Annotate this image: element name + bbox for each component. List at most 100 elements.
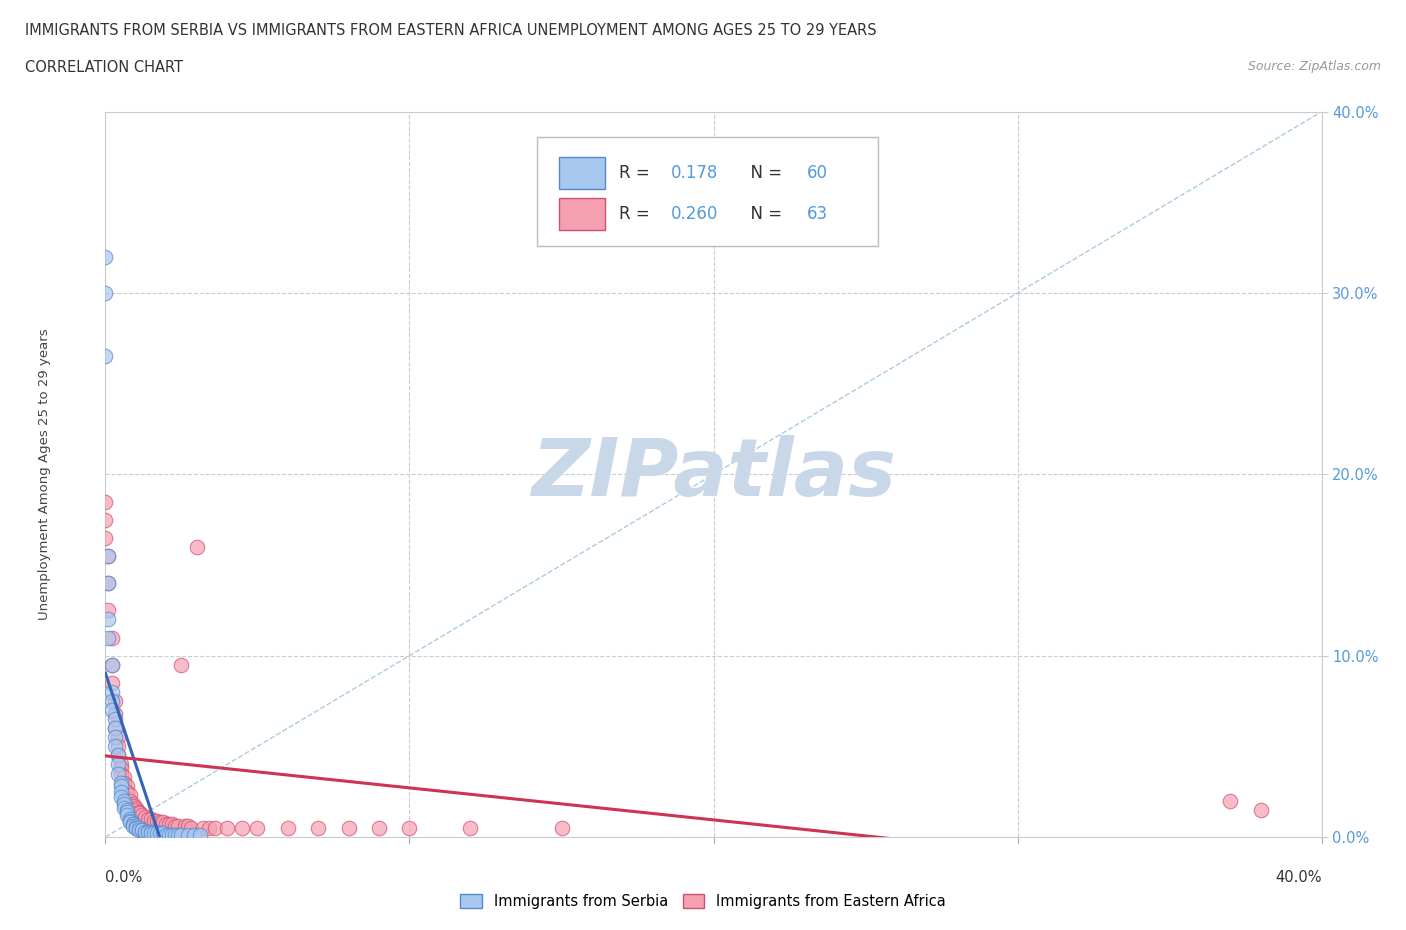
Point [121, 817, 143, 831]
Point [115, 808, 138, 823]
Point [139, 824, 162, 839]
Text: Source: ZipAtlas.com: Source: ZipAtlas.com [1247, 60, 1381, 73]
Point [337, 820, 360, 835]
Point [128, 820, 150, 835]
Point [107, 766, 129, 781]
Point [100, 631, 122, 645]
Point [112, 793, 135, 808]
Point [97, 549, 120, 564]
Point [183, 828, 205, 843]
Point [139, 811, 162, 827]
Point [118, 811, 141, 827]
Point [115, 804, 138, 819]
Point [152, 826, 174, 841]
Point [307, 820, 329, 835]
Point [458, 820, 481, 835]
Point [103, 721, 125, 736]
Point [112, 797, 135, 812]
Legend: Immigrants from Serbia, Immigrants from Eastern Africa: Immigrants from Serbia, Immigrants from … [454, 888, 952, 915]
Point [131, 822, 153, 837]
Text: ZIPatlas: ZIPatlas [531, 435, 896, 513]
Point [100, 703, 122, 718]
Point [131, 808, 153, 823]
Point [277, 820, 299, 835]
Point [94, 512, 117, 527]
Point [1250, 803, 1272, 817]
Point [398, 820, 420, 835]
Point [110, 761, 132, 776]
Text: 40.0%: 40.0% [1275, 870, 1322, 884]
Point [121, 818, 143, 833]
Point [112, 776, 135, 790]
Point [368, 820, 391, 835]
Text: R =: R = [619, 205, 655, 223]
Point [103, 730, 125, 745]
Point [100, 694, 122, 709]
Point [136, 824, 159, 839]
Point [128, 806, 150, 821]
Point [97, 576, 120, 591]
Point [157, 817, 180, 831]
Point [136, 811, 159, 827]
Point [165, 818, 187, 833]
Point [180, 820, 202, 835]
Point [107, 757, 129, 772]
Point [246, 820, 269, 835]
Point [121, 797, 143, 812]
Point [198, 820, 221, 835]
Point [157, 828, 180, 843]
Point [103, 694, 125, 709]
Point [97, 631, 120, 645]
Point [110, 757, 132, 772]
Point [134, 810, 156, 825]
Point [97, 576, 120, 591]
Text: IMMIGRANTS FROM SERBIA VS IMMIGRANTS FROM EASTERN AFRICA UNEMPLOYMENT AMONG AGES: IMMIGRANTS FROM SERBIA VS IMMIGRANTS FRO… [25, 23, 877, 38]
Point [167, 828, 190, 843]
Point [146, 813, 169, 828]
Text: N =: N = [741, 205, 787, 223]
Point [121, 817, 143, 831]
Point [125, 803, 148, 817]
Point [125, 801, 148, 816]
Point [110, 778, 132, 793]
Point [176, 818, 198, 833]
Point [131, 822, 153, 837]
Point [146, 826, 169, 841]
Point [191, 820, 214, 835]
FancyBboxPatch shape [537, 137, 877, 246]
Point [128, 822, 150, 837]
Text: 0.260: 0.260 [671, 205, 718, 223]
Point [128, 804, 150, 819]
Point [162, 817, 184, 831]
Point [100, 658, 122, 672]
Point [100, 684, 122, 699]
Point [149, 815, 172, 830]
Point [134, 824, 156, 839]
Point [134, 824, 156, 839]
Point [103, 721, 125, 736]
Point [165, 828, 187, 843]
Point [186, 539, 208, 554]
Point [167, 818, 190, 833]
Point [110, 790, 132, 804]
Text: CORRELATION CHART: CORRELATION CHART [25, 60, 183, 75]
Text: 0.0%: 0.0% [105, 870, 142, 884]
Point [188, 828, 211, 843]
Point [139, 826, 162, 841]
Point [107, 748, 129, 763]
Point [155, 828, 177, 843]
Text: 63: 63 [807, 205, 828, 223]
Point [103, 706, 125, 721]
Point [155, 817, 177, 831]
Point [103, 711, 125, 726]
Point [170, 658, 193, 672]
Point [125, 818, 148, 833]
Point [204, 820, 226, 835]
Point [97, 549, 120, 564]
Point [94, 349, 117, 364]
Point [110, 784, 132, 799]
Point [103, 738, 125, 753]
Point [107, 738, 129, 753]
Point [110, 776, 132, 790]
Point [170, 828, 193, 843]
